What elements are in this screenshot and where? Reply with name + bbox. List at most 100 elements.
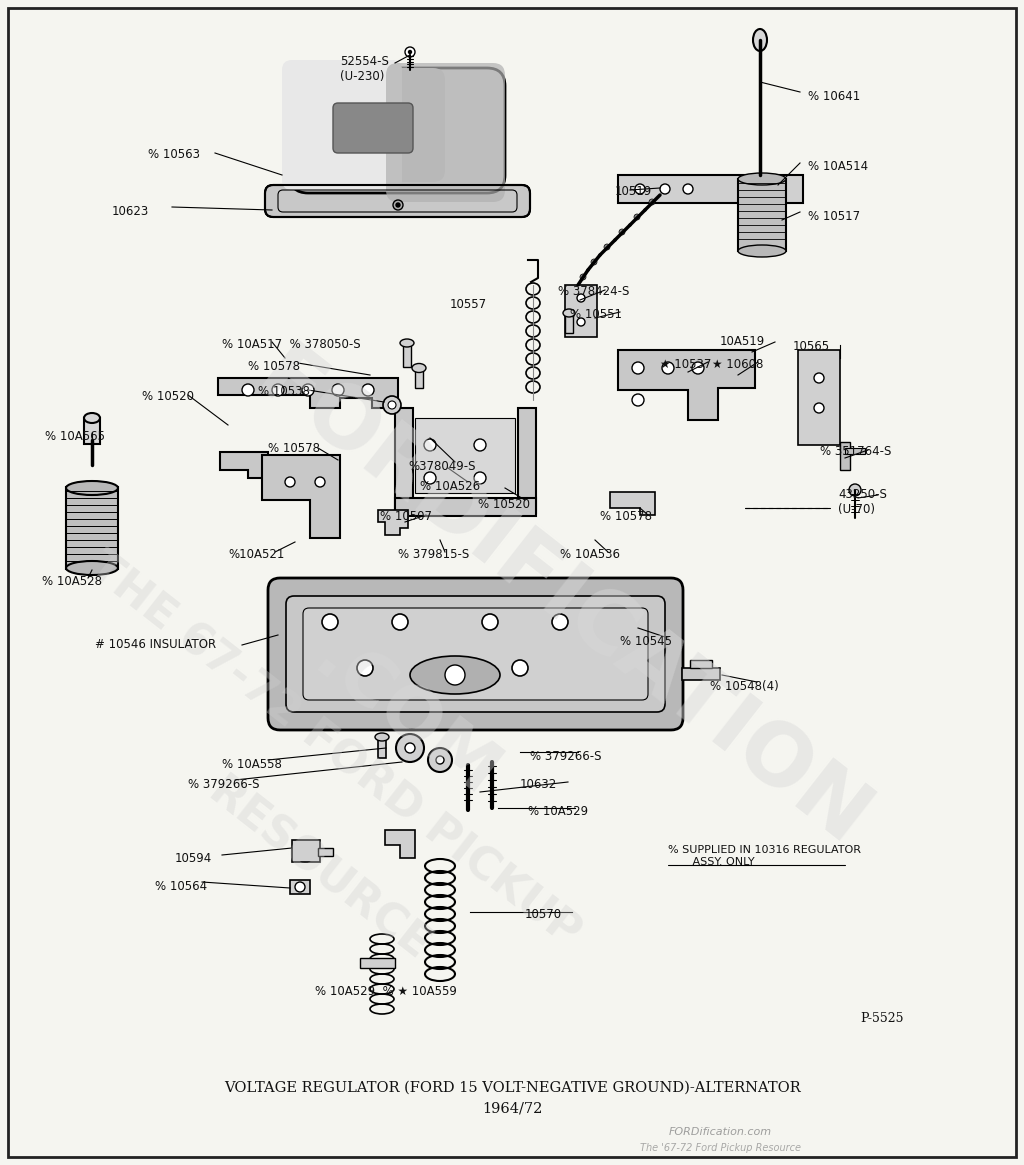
- Circle shape: [322, 614, 338, 630]
- Bar: [403, 345, 411, 367]
- Circle shape: [512, 661, 528, 676]
- Ellipse shape: [412, 363, 426, 373]
- Circle shape: [632, 362, 644, 374]
- Text: THE 67-72 FORD PICKUP: THE 67-72 FORD PICKUP: [80, 545, 589, 955]
- Text: % 10578: % 10578: [268, 442, 319, 456]
- Text: 10557: 10557: [450, 298, 487, 311]
- Text: %10A521: %10A521: [228, 548, 285, 562]
- Text: FORDIFICATION: FORDIFICATION: [240, 336, 884, 864]
- Ellipse shape: [375, 733, 389, 741]
- Text: 10A519: 10A519: [720, 336, 765, 348]
- Text: % 10520: % 10520: [478, 497, 530, 511]
- Bar: [690, 661, 712, 668]
- Text: 52554-S
(U-230): 52554-S (U-230): [340, 55, 389, 83]
- Text: % 379815-S: % 379815-S: [398, 548, 469, 562]
- Polygon shape: [262, 456, 340, 538]
- Bar: [66, 487, 118, 569]
- Polygon shape: [218, 377, 398, 408]
- Circle shape: [604, 243, 610, 250]
- FancyBboxPatch shape: [286, 596, 665, 712]
- Text: % 10A529  % ★ 10A559: % 10A529 % ★ 10A559: [315, 984, 457, 998]
- Text: % 351764-S: % 351764-S: [820, 445, 891, 458]
- Circle shape: [591, 259, 597, 264]
- Ellipse shape: [410, 656, 500, 694]
- Text: % 10507: % 10507: [380, 510, 432, 523]
- Circle shape: [634, 214, 640, 220]
- Ellipse shape: [738, 172, 786, 185]
- Text: % 10551: % 10551: [570, 308, 622, 322]
- Polygon shape: [378, 510, 408, 535]
- Text: % 10A517  % 378050-S: % 10A517 % 378050-S: [222, 338, 360, 351]
- Bar: [682, 668, 720, 680]
- FancyBboxPatch shape: [296, 68, 445, 182]
- Bar: [395, 408, 413, 513]
- FancyBboxPatch shape: [282, 61, 402, 190]
- Ellipse shape: [753, 29, 767, 51]
- Text: % 10A529: % 10A529: [528, 805, 588, 818]
- FancyBboxPatch shape: [386, 63, 505, 202]
- Circle shape: [577, 318, 585, 326]
- Text: 10632: 10632: [520, 778, 557, 791]
- FancyBboxPatch shape: [290, 68, 505, 193]
- Circle shape: [302, 384, 314, 396]
- FancyBboxPatch shape: [268, 578, 683, 730]
- Text: 10570: 10570: [525, 908, 562, 922]
- Circle shape: [272, 384, 284, 396]
- Text: % 378424-S: % 378424-S: [558, 285, 630, 298]
- Text: VOLTAGE REGULATOR (FORD 15 VOLT-NEGATIVE GROUND)-ALTERNATOR: VOLTAGE REGULATOR (FORD 15 VOLT-NEGATIVE…: [223, 1081, 801, 1095]
- Circle shape: [406, 743, 415, 753]
- Circle shape: [242, 384, 254, 396]
- Text: 10565: 10565: [793, 340, 830, 353]
- Text: 10519: 10519: [615, 185, 652, 198]
- Text: # 10546 INSULATOR: # 10546 INSULATOR: [95, 638, 216, 651]
- Circle shape: [662, 362, 674, 374]
- Ellipse shape: [563, 309, 575, 317]
- Text: % 10517: % 10517: [808, 210, 860, 223]
- Bar: [845, 449, 865, 454]
- Circle shape: [357, 661, 373, 676]
- Circle shape: [285, 476, 295, 487]
- Text: % 10A558: % 10A558: [222, 758, 282, 771]
- Bar: [378, 737, 386, 758]
- Circle shape: [618, 230, 625, 235]
- Circle shape: [409, 50, 412, 54]
- Circle shape: [396, 203, 400, 207]
- Bar: [840, 442, 850, 469]
- Bar: [565, 285, 597, 337]
- Text: % SUPPLIED IN 10316 REGULATOR
       ASSY. ONLY: % SUPPLIED IN 10316 REGULATOR ASSY. ONLY: [668, 845, 861, 867]
- Bar: [292, 840, 319, 862]
- Bar: [318, 848, 333, 856]
- Circle shape: [482, 614, 498, 630]
- Circle shape: [577, 294, 585, 302]
- Circle shape: [393, 200, 403, 210]
- Text: FORDification.com: FORDification.com: [669, 1127, 771, 1137]
- Bar: [395, 497, 536, 516]
- Bar: [738, 179, 786, 250]
- Polygon shape: [385, 829, 415, 857]
- Circle shape: [635, 184, 645, 195]
- Ellipse shape: [84, 414, 100, 423]
- Text: The '67-72 Ford Pickup Resource: The '67-72 Ford Pickup Resource: [640, 1143, 801, 1153]
- Text: % 10A528: % 10A528: [42, 576, 102, 588]
- Circle shape: [849, 483, 861, 496]
- Text: 43250-S
(U-70): 43250-S (U-70): [838, 488, 887, 516]
- Circle shape: [692, 362, 705, 374]
- Bar: [415, 370, 423, 388]
- Circle shape: [649, 199, 655, 205]
- Circle shape: [814, 373, 824, 383]
- Bar: [290, 880, 310, 894]
- Bar: [415, 418, 515, 493]
- Bar: [518, 408, 536, 513]
- Circle shape: [424, 439, 436, 451]
- FancyBboxPatch shape: [303, 608, 648, 700]
- Circle shape: [474, 472, 486, 483]
- Circle shape: [392, 614, 408, 630]
- Circle shape: [383, 396, 401, 414]
- Circle shape: [445, 665, 465, 685]
- Ellipse shape: [738, 245, 786, 257]
- Circle shape: [396, 734, 424, 762]
- Text: % 10A514: % 10A514: [808, 160, 868, 172]
- Text: %378049-S: %378049-S: [408, 460, 475, 473]
- Circle shape: [315, 476, 325, 487]
- FancyBboxPatch shape: [265, 185, 530, 217]
